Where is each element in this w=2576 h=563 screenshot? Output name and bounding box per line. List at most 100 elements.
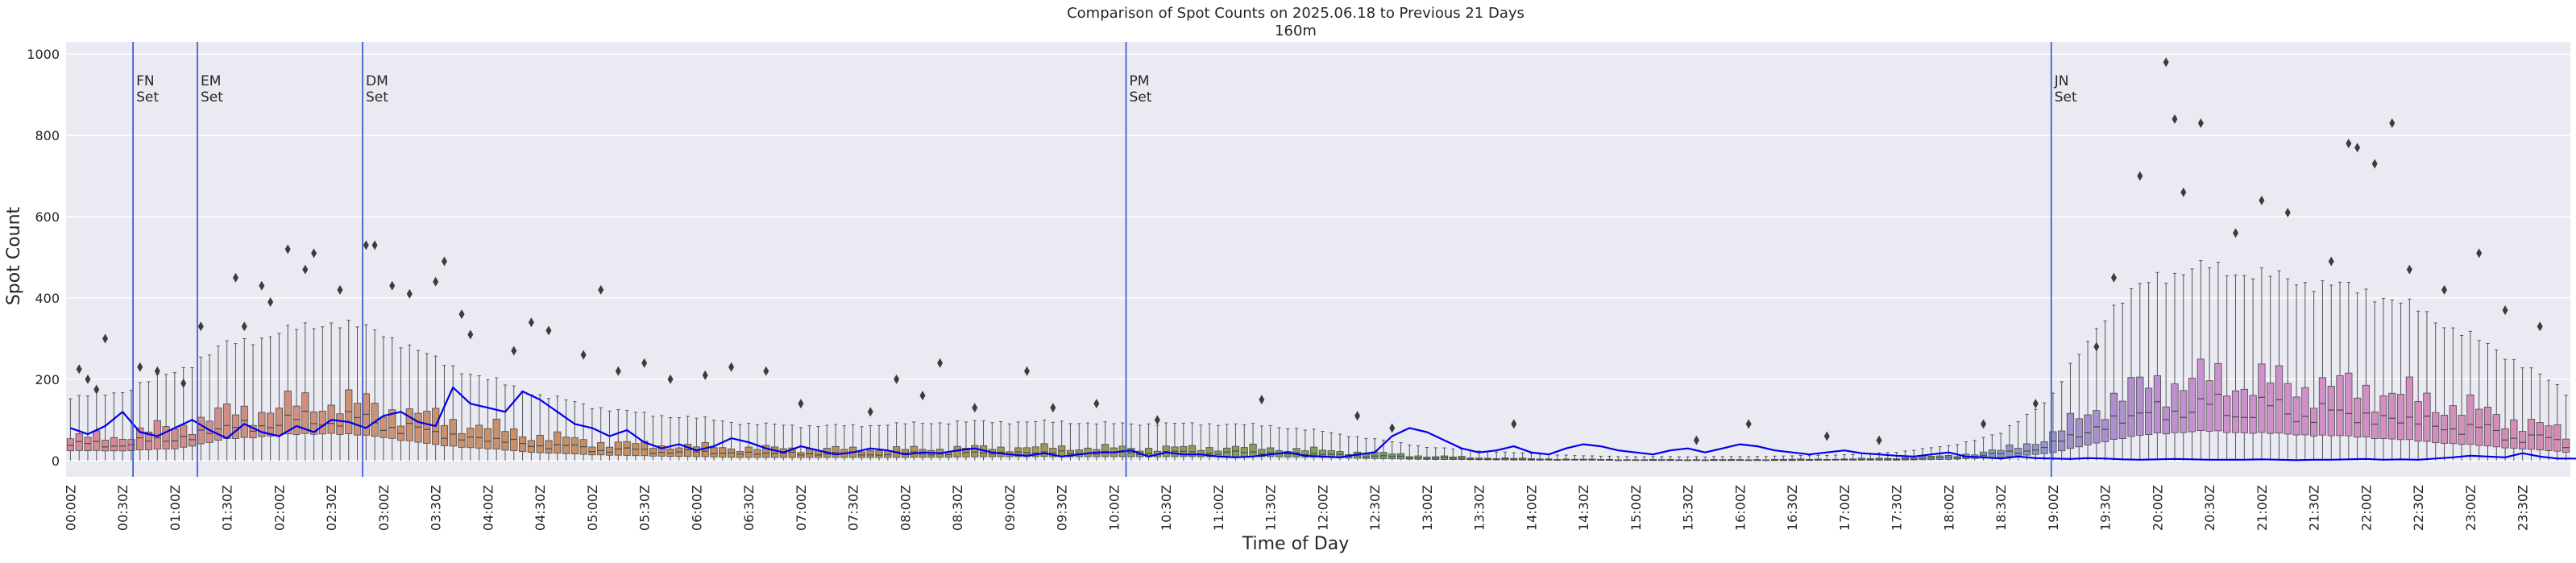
box-278 <box>2483 342 2492 461</box>
x-tick-label: 09:00Z <box>1002 485 1018 531</box>
box-184 <box>1666 456 1674 462</box>
x-tick-label: 19:30Z <box>2098 485 2113 531</box>
box-body <box>2084 414 2092 445</box>
box-body <box>2127 377 2135 437</box>
outlier-point <box>76 364 82 375</box>
box-body <box>1362 453 1370 459</box>
box-276 <box>2466 330 2474 461</box>
y-tick-label: 400 <box>35 291 60 306</box>
annotation-label-bottom: Set <box>136 89 159 106</box>
x-tick-label: 19:00Z <box>2046 485 2061 531</box>
box-152 <box>1388 441 1396 461</box>
box-body <box>2561 438 2570 453</box>
box-151 <box>1379 439 1388 461</box>
box-204 <box>1840 454 1848 461</box>
box-body <box>2553 424 2561 452</box>
outlier-point <box>180 378 187 388</box>
annotation-label-top: JN <box>2054 73 2069 89</box>
box-body <box>2136 376 2144 436</box>
box-body <box>440 424 449 446</box>
box-113 <box>1049 421 1057 461</box>
x-tick-label: 03:30Z <box>429 485 444 531</box>
box-body <box>753 449 761 458</box>
box-body <box>2144 387 2153 435</box>
box-body <box>2414 401 2422 442</box>
outlier-point <box>1745 419 1752 429</box>
box-253 <box>2267 275 2275 461</box>
box-body <box>1188 445 1197 457</box>
x-tick-label: 06:30Z <box>741 485 757 531</box>
box-172 <box>1562 454 1570 461</box>
box-33 <box>353 326 362 461</box>
box-164 <box>1492 451 1500 461</box>
box-65 <box>632 412 640 461</box>
outlier-point <box>259 280 265 291</box>
annotation-label-bottom: Set <box>2055 89 2077 106</box>
box-body <box>536 435 544 453</box>
box-286 <box>2553 384 2561 461</box>
box-216 <box>1944 445 1953 461</box>
box-body <box>1258 449 1266 457</box>
box-body <box>832 445 840 458</box>
box-body <box>518 436 527 453</box>
box-268 <box>2396 302 2405 461</box>
box-body <box>301 392 309 434</box>
box-234 <box>2101 320 2109 461</box>
box-191 <box>1727 456 1736 462</box>
x-tick-label: 05:00Z <box>585 485 600 531</box>
x-tick-label: 17:00Z <box>1837 485 1852 531</box>
outlier-point <box>337 284 343 295</box>
box-189 <box>1710 456 1718 462</box>
box-149 <box>1362 438 1370 461</box>
box-261 <box>2336 281 2344 461</box>
box-body <box>231 414 240 439</box>
box-31 <box>336 327 344 461</box>
outlier-point <box>2406 264 2412 275</box>
box-body <box>258 412 266 437</box>
chart-title: Comparison of Spot Counts on 2025.06.18 … <box>1067 5 1524 22</box>
outlier-point <box>2476 248 2483 259</box>
x-axis-ticks: 00:00Z 00:30Z 01:00Z 01:30Z 02:00Z 02:30Z 03:0… <box>63 485 2530 531</box>
box-128 <box>1180 422 1188 461</box>
outlier-point <box>363 240 369 250</box>
box-235 <box>2109 304 2118 461</box>
box-body <box>770 446 779 458</box>
box-269 <box>2405 298 2413 461</box>
x-axis-label: Time of Day <box>1242 534 1349 554</box>
box-264 <box>2362 288 2371 461</box>
box-168 <box>1527 453 1536 461</box>
box-body <box>475 424 483 449</box>
box-body <box>2231 390 2240 433</box>
box-80 <box>762 422 770 461</box>
box-201 <box>1814 454 1823 461</box>
box-77 <box>736 424 744 461</box>
outlier-point <box>511 346 517 356</box>
box-127 <box>1171 423 1179 461</box>
box-285 <box>2545 379 2553 461</box>
box-257 <box>2301 282 2309 461</box>
box-202 <box>1823 454 1831 461</box>
box-body <box>2031 444 2039 455</box>
box-119 <box>1101 421 1110 461</box>
box-61 <box>597 407 605 461</box>
outlier-point <box>598 284 604 295</box>
box-279 <box>2492 350 2500 461</box>
box-body <box>492 418 500 449</box>
box-180 <box>1632 456 1640 462</box>
outlier-point <box>302 264 309 275</box>
outlier-point <box>137 362 143 372</box>
box-body <box>2545 425 2553 451</box>
outlier-point <box>1511 419 1517 429</box>
box-body <box>1101 444 1110 457</box>
box-body <box>2292 396 2300 436</box>
box-155 <box>1414 445 1422 461</box>
box-205 <box>1849 453 1857 461</box>
x-tick-label: 10:30Z <box>1159 485 1174 531</box>
box-267 <box>2388 300 2396 461</box>
box-body <box>75 433 83 451</box>
outlier-point <box>728 362 735 372</box>
x-tick-label: 02:00Z <box>272 485 287 531</box>
box-6 <box>118 392 127 461</box>
box-body <box>2180 390 2188 433</box>
